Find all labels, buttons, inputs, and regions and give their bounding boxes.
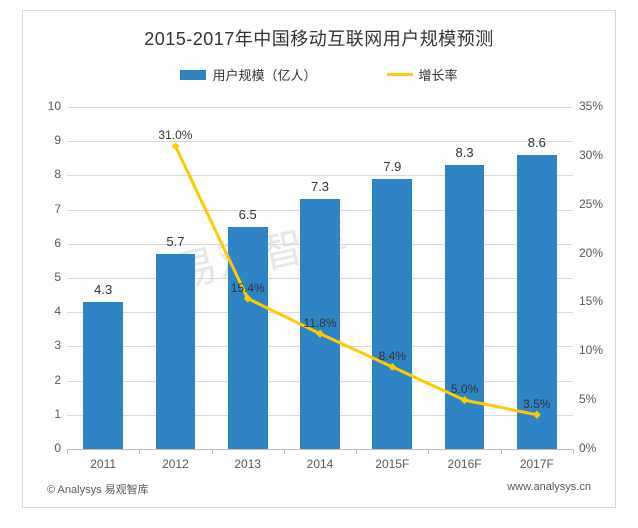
y-left-tick: 2 (31, 373, 61, 387)
x-tick (428, 449, 429, 454)
x-tick (573, 449, 574, 454)
x-category-label: 2011 (90, 457, 116, 471)
x-category-label: 2017F (520, 457, 554, 471)
x-tick (501, 449, 502, 454)
x-category-label: 2014 (307, 457, 334, 471)
y-right-tick: 20% (579, 246, 619, 260)
line-value-label: 11.8% (303, 316, 336, 330)
x-tick (356, 449, 357, 454)
line-value-label: 5.0% (451, 382, 478, 396)
y-left-tick: 4 (31, 304, 61, 318)
x-category-label: 2013 (234, 457, 261, 471)
line-value-label: 31.0% (158, 128, 192, 142)
x-category-label: 2015F (375, 457, 409, 471)
y-right-tick: 35% (579, 99, 619, 113)
line-value-label: 3.5% (523, 397, 550, 411)
x-axis (67, 449, 573, 450)
x-tick (212, 449, 213, 454)
footer: © Analysys 易观智库 www.analysys.cn (47, 481, 591, 497)
bar-swatch-icon (180, 70, 206, 80)
line-series (67, 107, 573, 449)
x-category-label: 2016F (448, 457, 482, 471)
x-tick (139, 449, 140, 454)
line-value-label: 15.4% (231, 281, 265, 295)
y-left-tick: 6 (31, 236, 61, 250)
footer-copyright: © Analysys 易观智库 (47, 481, 149, 497)
diamond-marker-icon (533, 411, 541, 419)
y-left-tick: 9 (31, 133, 61, 147)
y-left-tick: 7 (31, 202, 61, 216)
y-right-tick: 15% (579, 294, 619, 308)
y-left-tick: 0 (31, 441, 61, 455)
y-left-tick: 10 (31, 99, 61, 113)
legend-line-label: 增长率 (419, 65, 458, 84)
plot-area: 0123456789100%5%10%15%20%25%30%35%4.3201… (67, 107, 573, 449)
y-right-tick: 30% (579, 148, 619, 162)
y-right-tick: 5% (579, 392, 619, 406)
line-swatch-icon (387, 73, 413, 76)
chart-title: 2015-2017年中国移动互联网用户规模预测 (23, 25, 615, 51)
x-category-label: 2012 (162, 457, 189, 471)
legend-item-bar: 用户规模（亿人） (180, 65, 316, 84)
y-left-tick: 1 (31, 407, 61, 421)
legend-bar-label: 用户规模（亿人） (212, 65, 316, 84)
y-right-tick: 25% (579, 197, 619, 211)
x-tick (67, 449, 68, 454)
y-left-tick: 8 (31, 167, 61, 181)
y-right-tick: 0% (579, 441, 619, 455)
x-tick (284, 449, 285, 454)
y-right-tick: 10% (579, 343, 619, 357)
line-value-label: 8.4% (379, 349, 406, 363)
legend: 用户规模（亿人） 增长率 (23, 65, 615, 84)
chart-container: 2015-2017年中国移动互联网用户规模预测 用户规模（亿人） 增长率 易观智… (22, 10, 616, 508)
y-left-tick: 5 (31, 270, 61, 284)
y-left-tick: 3 (31, 338, 61, 352)
legend-item-line: 增长率 (387, 65, 458, 84)
footer-url: www.analysys.cn (507, 481, 591, 497)
